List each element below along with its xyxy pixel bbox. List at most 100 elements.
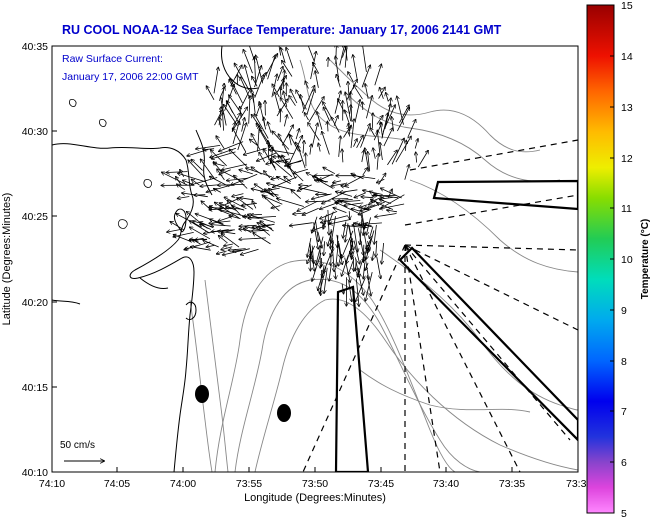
current-vector [272,84,280,98]
current-vector [319,173,333,180]
current-vector [328,209,329,235]
current-vector [387,210,398,212]
y-tick-label: 40:10 [22,467,48,479]
current-vector [369,226,374,239]
current-vector [348,224,352,242]
current-vector [361,210,365,229]
current-vector [223,113,224,131]
current-vector [310,52,317,80]
current-vector [365,262,369,270]
current-vector [295,142,302,152]
current-vector [329,219,351,224]
current-vector [224,197,247,210]
y-tick-label: 40:15 [22,382,48,394]
current-vector [239,170,253,175]
current-vector [364,245,368,261]
colorbar-tick-label: 10 [621,254,633,266]
current-vector [221,84,225,109]
current-vector [391,138,404,165]
current-vector [307,237,312,257]
current-vector [267,183,296,191]
current-vector [372,113,373,129]
current-vector [362,46,367,72]
current-vector [233,128,247,153]
current-vector [221,230,233,232]
current-vector [366,230,375,260]
current-vector [361,65,370,88]
current-vector [222,234,240,248]
current-vector [312,216,318,233]
x-tick-labels: 74:10 74:05 74:00 73:55 73:50 73:45 73:4… [39,478,587,490]
current-vector [206,184,234,192]
current-vector [190,227,211,240]
current-vector [263,149,277,171]
colorbar-tick-label: 9 [621,305,627,317]
current-vector [380,88,384,99]
x-tick-label: 73:50 [302,478,328,490]
current-vector [239,238,267,240]
current-vector [311,123,317,147]
current-vector [226,207,244,210]
current-vector [229,149,248,168]
current-vector [187,212,208,229]
current-vector [240,107,242,118]
current-vector [230,65,242,87]
current-vector [323,214,327,226]
current-vector [317,112,323,130]
radar-footprints [334,179,578,472]
current-vector [262,223,275,227]
current-vector [416,152,417,163]
current-vector [268,122,272,134]
x-tick-label: 74:00 [170,478,196,490]
colorbar-ticks [610,55,614,463]
current-vector [290,135,299,152]
current-vector [414,139,418,149]
current-vector [322,132,330,155]
current-vector [228,249,246,251]
x-tick-label: 73:35 [499,478,525,490]
current-vector [374,224,377,244]
map-plot-area [51,45,579,473]
current-vector [387,150,397,166]
current-vector [303,141,304,154]
y-tick-label: 40:35 [22,41,48,53]
current-vector [286,48,294,69]
current-vector [384,104,391,129]
current-vector [272,131,290,150]
current-vector [241,248,259,254]
current-vector [193,240,201,245]
current-vector [356,136,364,148]
current-vector [382,194,405,208]
current-vector [364,204,376,209]
current-vector [354,192,366,198]
current-vector [360,219,363,244]
current-vector [340,201,368,210]
current-vector [256,123,273,149]
current-vector [229,216,241,220]
current-vector [417,151,428,168]
current-vector [200,159,215,179]
current-vector [200,185,218,186]
current-vector [200,222,214,229]
current-vector [372,251,374,260]
current-vector [381,113,388,139]
colorbar-tick-label: 15 [621,0,633,12]
current-vector [221,98,227,126]
current-vector [256,227,269,232]
current-vector [333,116,338,126]
current-vector [167,229,182,232]
current-vector [380,122,383,138]
current-vector [280,98,294,119]
current-vector [317,231,322,248]
current-vector [294,168,309,173]
current-vector [234,63,250,90]
current-vector [253,94,256,113]
current-vector [177,184,185,191]
current-vector [185,245,198,250]
current-vector [302,207,319,215]
current-vector [351,209,361,212]
current-vector [370,191,385,199]
current-vector [275,92,280,111]
current-vector [347,125,351,135]
current-vector [368,152,371,172]
